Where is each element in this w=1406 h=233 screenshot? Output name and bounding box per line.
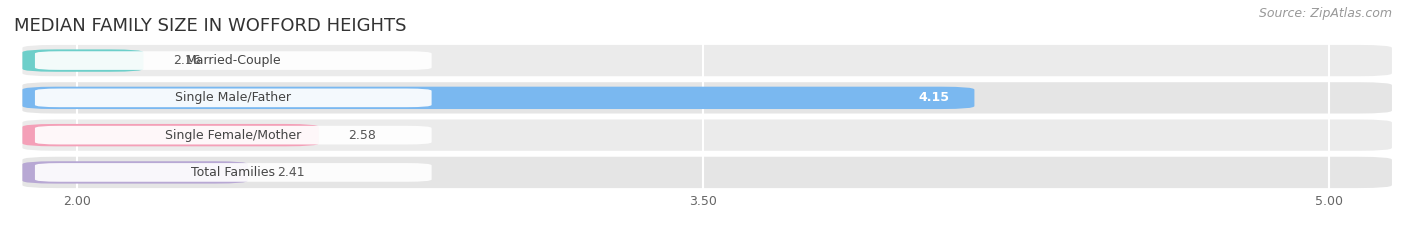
Text: Married-Couple: Married-Couple — [186, 54, 281, 67]
FancyBboxPatch shape — [22, 45, 1392, 76]
Text: 2.41: 2.41 — [277, 166, 305, 179]
FancyBboxPatch shape — [22, 157, 1392, 188]
FancyBboxPatch shape — [22, 120, 1392, 151]
FancyBboxPatch shape — [22, 161, 247, 184]
FancyBboxPatch shape — [22, 82, 1392, 113]
FancyBboxPatch shape — [35, 51, 432, 70]
FancyBboxPatch shape — [35, 126, 432, 144]
Text: Single Female/Mother: Single Female/Mother — [165, 129, 301, 142]
Text: Source: ZipAtlas.com: Source: ZipAtlas.com — [1258, 7, 1392, 20]
Text: Total Families: Total Families — [191, 166, 276, 179]
FancyBboxPatch shape — [35, 89, 432, 107]
FancyBboxPatch shape — [22, 124, 319, 146]
FancyBboxPatch shape — [35, 163, 432, 182]
Text: Single Male/Father: Single Male/Father — [176, 91, 291, 104]
Text: 2.16: 2.16 — [173, 54, 200, 67]
FancyBboxPatch shape — [22, 49, 143, 72]
Text: MEDIAN FAMILY SIZE IN WOFFORD HEIGHTS: MEDIAN FAMILY SIZE IN WOFFORD HEIGHTS — [14, 17, 406, 35]
FancyBboxPatch shape — [22, 87, 974, 109]
Text: 2.58: 2.58 — [349, 129, 375, 142]
Text: 4.15: 4.15 — [918, 91, 949, 104]
